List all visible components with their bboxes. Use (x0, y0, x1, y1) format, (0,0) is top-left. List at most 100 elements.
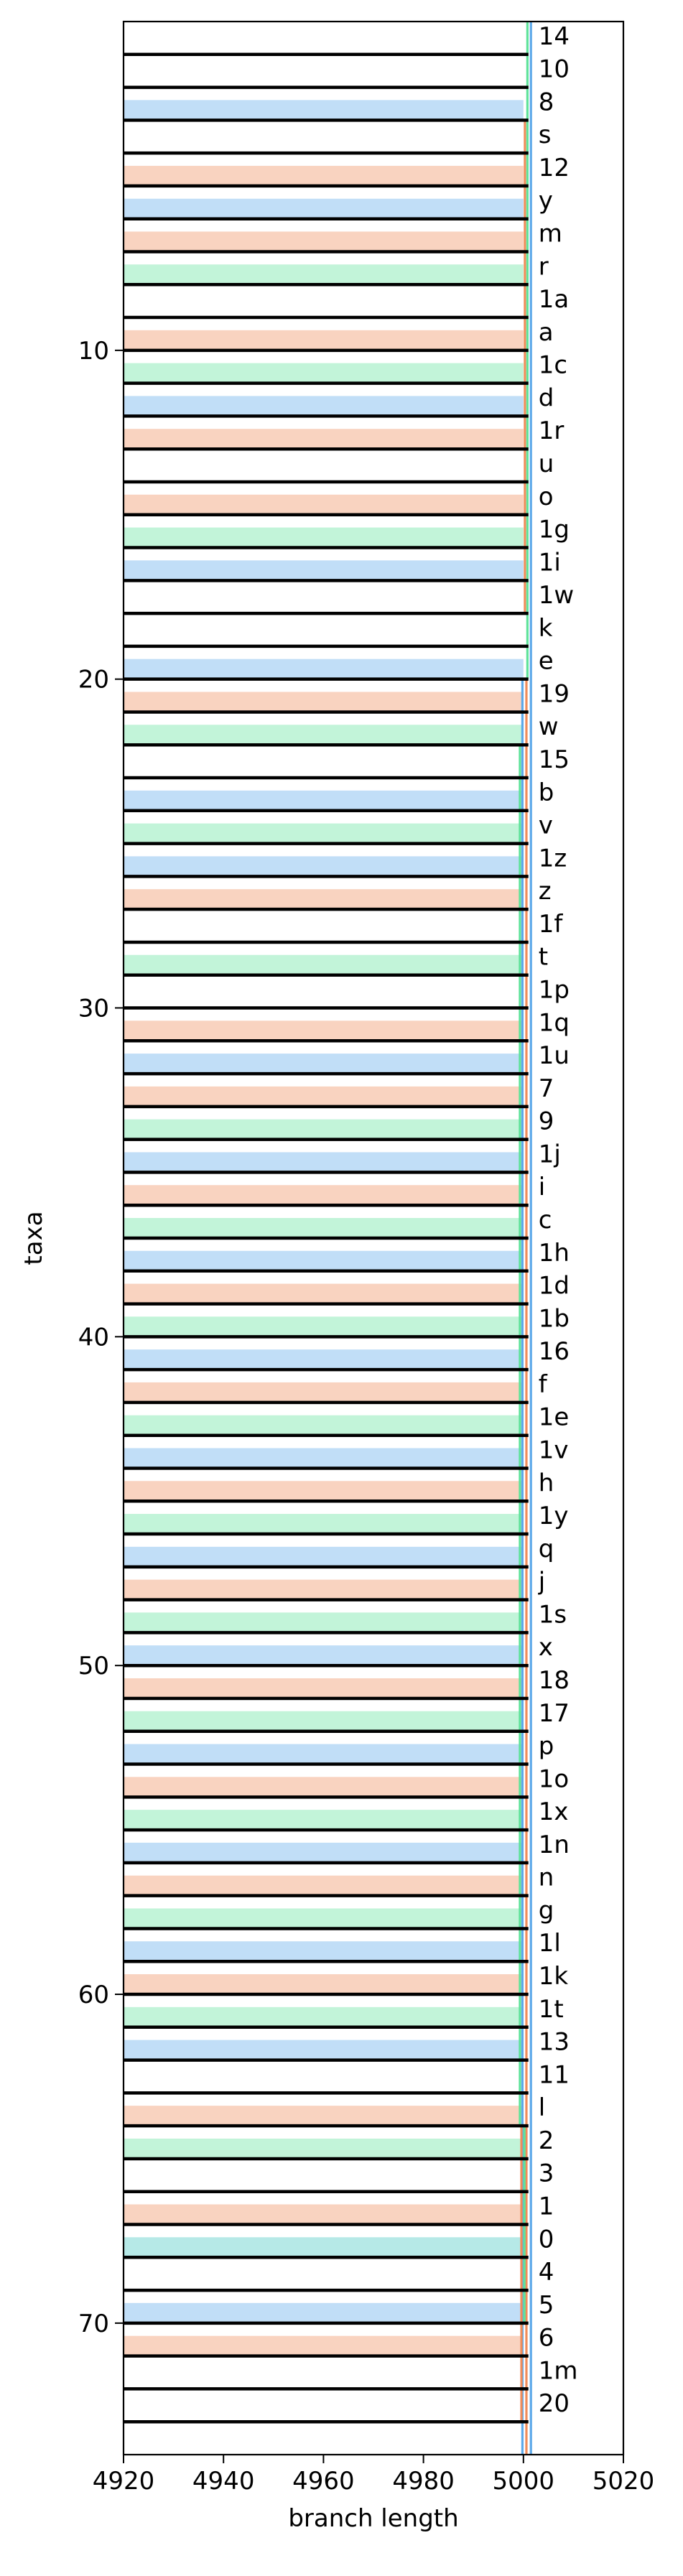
taxon-label-p: p (539, 1732, 554, 1761)
taxon-label-17: 17 (539, 1699, 570, 1728)
taxon-label-v: v (539, 812, 553, 840)
taxon-label-18: 18 (539, 1666, 570, 1695)
taxon-label-m: m (539, 219, 562, 248)
taxon-label-14: 14 (539, 22, 570, 51)
band-f (124, 1382, 524, 1403)
taxon-label-1p: 1p (539, 976, 570, 1005)
band-l (124, 2106, 524, 2126)
taxon-label-1: 1 (539, 2193, 554, 2221)
x-axis-label: branch length (288, 2504, 458, 2533)
band-6 (124, 2335, 524, 2356)
band-1r (124, 429, 524, 450)
band-p (124, 1744, 524, 1764)
band-1l (124, 1941, 524, 1962)
x-tick-label-4940: 4940 (192, 2467, 255, 2496)
band-19 (124, 692, 524, 712)
taxon-label-1w: 1w (539, 581, 574, 610)
taxon-label-1y: 1y (539, 1502, 569, 1530)
taxon-label-1g: 1g (539, 516, 570, 544)
taxon-label-g: g (539, 1896, 554, 1925)
taxon-label-8: 8 (539, 88, 554, 116)
taxon-label-1d: 1d (539, 1272, 570, 1301)
band-17 (124, 1711, 524, 1731)
plot-frame (122, 20, 625, 2456)
taxon-label-k: k (539, 614, 553, 643)
band-1n (124, 1842, 524, 1863)
taxon-label-2: 2 (539, 2126, 554, 2155)
taxon-label-1m: 1m (539, 2356, 578, 2385)
taxon-label-z: z (539, 877, 552, 906)
band-1o (124, 1777, 524, 1798)
taxon-label-16: 16 (539, 1337, 570, 1366)
y-axis-label: taxa (19, 1211, 48, 1265)
taxon-labels: 14108s12ymr1aa1cd1ruo1g1i1wke19w15bv1zz1… (538, 22, 578, 2418)
taxon-label-1a: 1a (539, 285, 569, 314)
band-d (124, 396, 524, 417)
x-tick-label-4960: 4960 (292, 2467, 355, 2496)
band-1h (124, 1250, 524, 1271)
taxon-label-j: j (538, 1568, 545, 1596)
band-1t (124, 2007, 524, 2027)
band-1x (124, 1810, 524, 1831)
band-12 (124, 165, 524, 186)
band-2 (124, 2138, 524, 2159)
taxon-label-1v: 1v (539, 1436, 569, 1464)
band-q (124, 1546, 524, 1567)
taxon-label-1u: 1u (539, 1041, 570, 1070)
y-axis-ticks: 10 20 30 40 50 60 70 (78, 337, 124, 2338)
band-1 (124, 2204, 524, 2225)
taxon-label-11: 11 (539, 2060, 570, 2089)
taxon-label-1x: 1x (539, 1798, 569, 1826)
taxon-label-1j: 1j (539, 1140, 561, 1168)
band-m (124, 231, 524, 252)
taxon-label-1o: 1o (539, 1764, 569, 1793)
taxon-label-1l: 1l (539, 1929, 561, 1958)
band-1q (124, 1020, 524, 1041)
band-i (124, 1185, 524, 1206)
band-g (124, 1908, 524, 1929)
band-13 (124, 2040, 524, 2060)
taxon-label-1n: 1n (539, 1831, 570, 1859)
taxon-label-e: e (539, 647, 554, 676)
taxon-label-c: c (539, 1206, 552, 1234)
band-1u (124, 1054, 524, 1074)
band-a (124, 330, 524, 350)
taxon-label-d: d (539, 383, 554, 412)
taxon-label-1k: 1k (539, 1962, 569, 1991)
taxon-label-10: 10 (539, 55, 570, 84)
taxon-label-1e: 1e (539, 1403, 570, 1432)
taxon-label-w: w (539, 712, 559, 741)
y-tick-label-70: 70 (78, 2310, 109, 2338)
band-1k (124, 1974, 524, 1995)
taxon-label-r: r (539, 252, 549, 281)
taxon-label-3: 3 (539, 2159, 554, 2188)
band-16 (124, 1349, 524, 1370)
taxon-label-a: a (539, 318, 554, 347)
x-tick-label-4920: 4920 (93, 2467, 155, 2496)
band-x (124, 1645, 524, 1666)
taxon-label-q: q (539, 1535, 554, 1563)
band-5 (124, 2302, 524, 2323)
taxon-label-5: 5 (539, 2291, 554, 2320)
x-tick-label-4980: 4980 (392, 2467, 455, 2496)
taxon-label-1s: 1s (539, 1600, 567, 1629)
band-v (124, 823, 524, 844)
taxon-label-y: y (539, 187, 553, 215)
band-e (124, 659, 524, 679)
taxon-label-6: 6 (539, 2324, 554, 2353)
band-1z (124, 856, 524, 877)
band-1d (124, 1283, 524, 1304)
taxon-label-s: s (539, 121, 552, 149)
x-tick-label-5020: 5020 (593, 2467, 655, 2496)
x-axis-ticks: 4920 4940 4960 4980 5000 5020 (93, 2455, 655, 2496)
band-8 (124, 100, 524, 121)
y-tick-label-20: 20 (78, 666, 109, 694)
band-7 (124, 1086, 524, 1107)
x-tick-label-5000: 5000 (493, 2467, 555, 2496)
band-o (124, 494, 524, 515)
taxon-label-7: 7 (539, 1074, 554, 1103)
taxon-label-n: n (539, 1864, 554, 1892)
band-18 (124, 1678, 524, 1698)
taxon-label-f: f (539, 1370, 548, 1399)
band-h (124, 1481, 524, 1502)
